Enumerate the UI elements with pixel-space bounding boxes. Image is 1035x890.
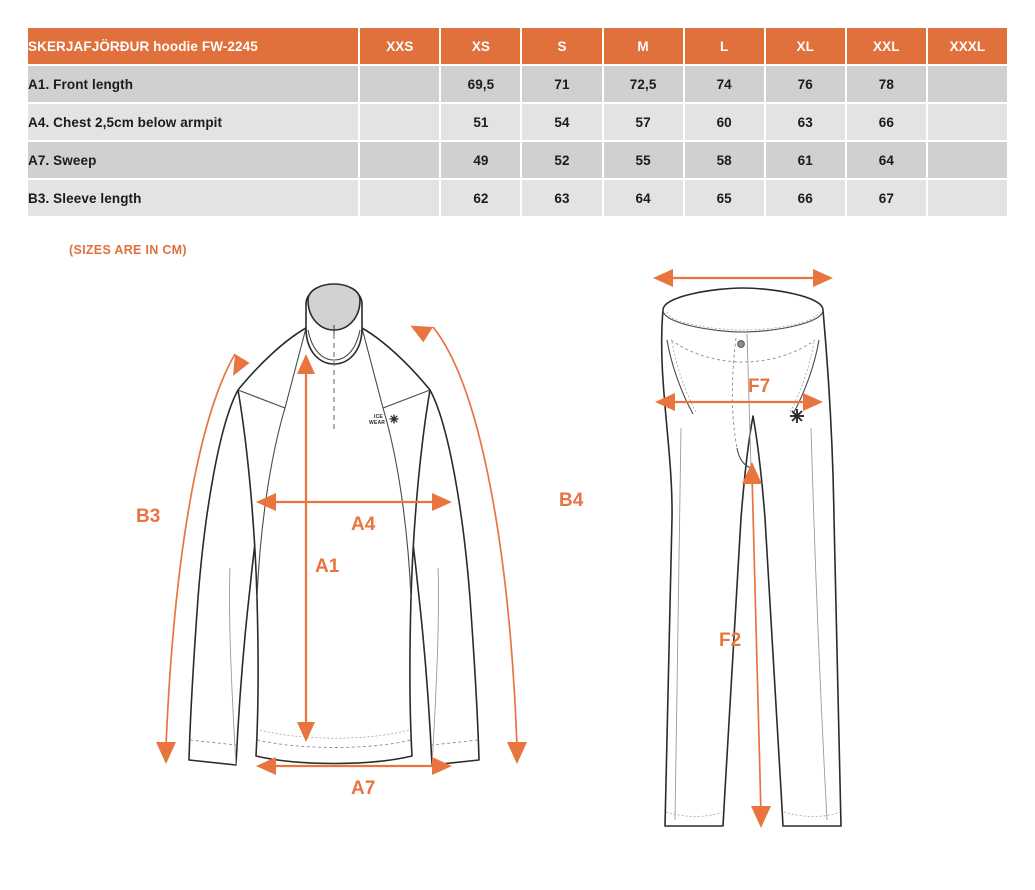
hoodie-right-armhole-seam (382, 407, 412, 599)
size-column-header-xxl: XXL (846, 28, 926, 64)
pants-crotch-seam (736, 447, 752, 469)
measurement-value: 61 (765, 142, 845, 178)
size-column-header-l: L (684, 28, 764, 64)
dimension-label-f2: F2 (719, 630, 741, 651)
dimension-a7: A7 (256, 757, 452, 799)
measurement-value (360, 180, 440, 216)
measurement-value: 49 (441, 142, 521, 178)
measurement-value: 72,5 (603, 66, 683, 102)
dimension-a1: A1 (297, 354, 340, 742)
measurement-value (927, 142, 1007, 178)
measurement-value: 76 (765, 66, 845, 102)
measurement-value: 51 (441, 104, 521, 140)
pants-button-icon (737, 340, 745, 348)
hoodie-right-cuff-stitch (431, 739, 479, 746)
hoodie-right-sleeve-fold (431, 567, 439, 766)
dimension-label-b3: B3 (136, 506, 160, 527)
measurement-value (360, 104, 440, 140)
pants-waistband-stitch (666, 311, 820, 331)
measurement-value: 62 (441, 180, 521, 216)
hoodie-body (237, 327, 431, 765)
table-row: A4. Chest 2,5cm below armpit 51 54 57 60… (28, 104, 1007, 140)
pants-right-pocket (792, 339, 820, 415)
hoodie-left-sleeve-fold (229, 567, 237, 766)
snowflake-icon (389, 414, 399, 424)
measurement-label: A1. Front length (28, 66, 359, 102)
hoodie-collar-opening (307, 283, 361, 331)
pants-waistband-top (662, 309, 824, 333)
measurement-value: 65 (684, 180, 764, 216)
pants-right-pocket-stitch (789, 341, 815, 413)
measurement-value (927, 66, 1007, 102)
measurement-value (927, 180, 1007, 216)
pants-left-pocket-stitch (671, 341, 697, 413)
dimension-a4: A4 (256, 493, 452, 535)
table-header-row: SKERJAFJÖRÐUR hoodie FW-2245 XXS XS S M … (28, 28, 1007, 64)
measurement-value (927, 104, 1007, 140)
measurement-value: 58 (684, 142, 764, 178)
dimension-f6: F6 (653, 269, 833, 287)
size-column-header-xl: XL (765, 28, 845, 64)
measurement-value: 66 (846, 104, 926, 140)
measurement-value: 74 (684, 66, 764, 102)
measurement-value (360, 66, 440, 102)
size-column-header-m: M (603, 28, 683, 64)
pants-left-hem-stitch (665, 811, 723, 817)
size-column-header-xxs: XXS (360, 28, 440, 64)
measurement-value: 71 (522, 66, 602, 102)
measurement-value: 60 (684, 104, 764, 140)
measurement-value: 55 (603, 142, 683, 178)
measurement-value: 64 (846, 142, 926, 178)
hoodie-left-cuff-stitch (189, 739, 237, 746)
technical-drawings: ICE WEAR B3 B4 (0, 268, 1035, 888)
logo-text-line2: WEAR (369, 420, 385, 426)
dimension-label-b4: B4 (559, 490, 584, 511)
dimension-label-a4: A4 (351, 514, 376, 535)
measurement-value: 69,5 (441, 66, 521, 102)
ice-wear-logo: ICE WEAR (369, 414, 399, 426)
size-column-header-s: S (522, 28, 602, 64)
measurement-value: 66 (765, 180, 845, 216)
pants-left-pocket (666, 339, 694, 415)
table-title: SKERJAFJÖRÐUR hoodie FW-2245 (28, 28, 359, 64)
dimension-label-a1: A1 (315, 556, 340, 577)
dimension-b4: B4 (410, 325, 584, 764)
pants-body (660, 287, 842, 827)
measurement-label: A7. Sweep (28, 142, 359, 178)
size-column-header-xxxl: XXXL (927, 28, 1007, 64)
dimension-label-f7: F7 (748, 376, 770, 397)
table-row: B3. Sleeve length 62 63 64 65 66 67 (28, 180, 1007, 216)
table-row: A1. Front length 69,5 71 72,5 74 76 78 (28, 66, 1007, 102)
pants-yoke-stitch (670, 339, 816, 363)
pants-left-leg-fold (674, 427, 682, 821)
measurement-value: 67 (846, 180, 926, 216)
size-chart-table: SKERJAFJÖRÐUR hoodie FW-2245 XXS XS S M … (26, 26, 1009, 218)
dimension-f2: F2 (719, 462, 771, 828)
measurement-value: 57 (603, 104, 683, 140)
table-row: A7. Sweep 49 52 55 58 61 64 (28, 142, 1007, 178)
hoodie-left-armhole-seam (256, 407, 286, 599)
snowflake-icon (790, 409, 804, 423)
dimension-f7: F7 (655, 376, 823, 411)
hoodie-technical-drawing: ICE WEAR B3 B4 (136, 283, 584, 799)
pants-right-hem-stitch (783, 811, 841, 817)
measurement-value: 63 (765, 104, 845, 140)
measurement-label: A4. Chest 2,5cm below armpit (28, 104, 359, 140)
measurement-value: 54 (522, 104, 602, 140)
measurement-label: B3. Sleeve length (28, 180, 359, 216)
dimension-label-a7: A7 (351, 778, 375, 799)
pants-right-leg-fold (810, 427, 828, 821)
pants-fly-stitch (731, 337, 738, 449)
units-note: (SIZES ARE IN CM) (69, 243, 187, 257)
hoodie-collar-base (307, 329, 361, 361)
measurement-value: 52 (522, 142, 602, 178)
pants-technical-drawing: F6 F7 F2 (653, 269, 842, 828)
measurement-value: 78 (846, 66, 926, 102)
measurement-value: 63 (522, 180, 602, 216)
measurement-value: 64 (603, 180, 683, 216)
measurement-value (360, 142, 440, 178)
dimension-b3: B3 (136, 353, 250, 764)
size-column-header-xs: XS (441, 28, 521, 64)
logo-text-line1: ICE (374, 414, 383, 420)
